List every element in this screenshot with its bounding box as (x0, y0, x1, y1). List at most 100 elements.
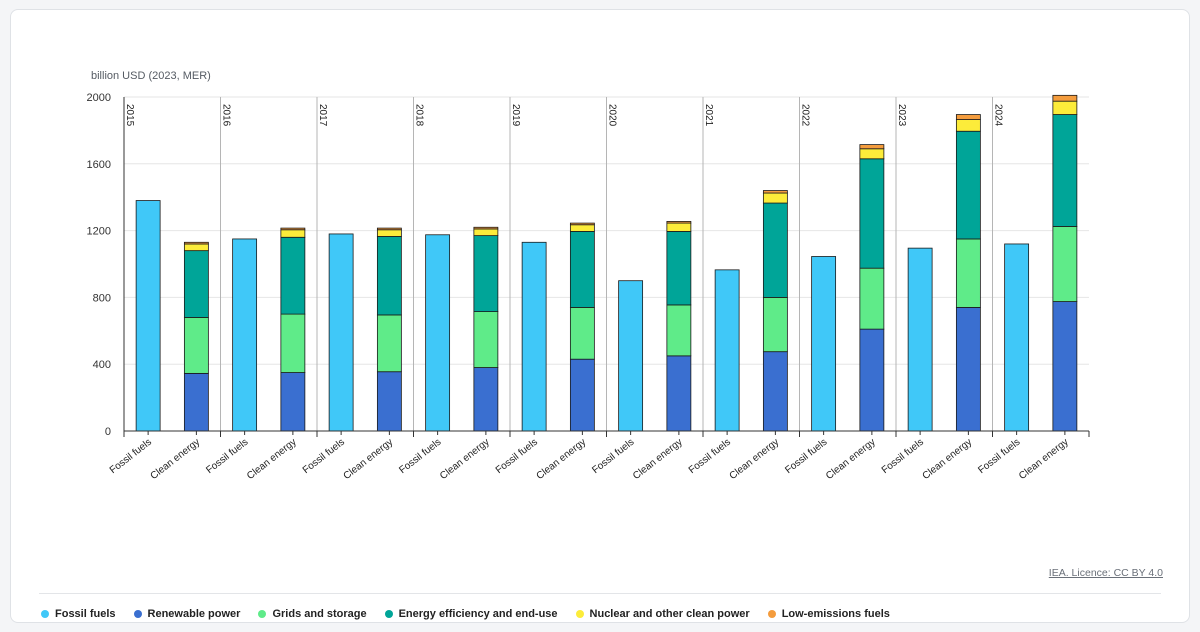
year-label: 2023 (896, 104, 907, 127)
legend-label: Nuclear and other clean power (589, 608, 750, 620)
bar-fossil-fuels[interactable] (425, 234, 451, 432)
bar-segment-renewable-power[interactable] (183, 372, 209, 432)
bar-segment-nuclear-and-other-clean-power[interactable] (280, 229, 306, 238)
bar-segment-low-emissions-fuels[interactable] (569, 222, 595, 226)
bar-segment-energy-efficiency-and-end-use[interactable] (183, 250, 209, 318)
legend-divider (39, 593, 1161, 594)
y-tick-label: 800 (93, 292, 111, 304)
x-tick-label: Clean energy (535, 437, 589, 482)
y-tick-label: 1200 (87, 226, 111, 238)
bar-fossil-fuels[interactable] (714, 269, 740, 432)
bar-segment-grids-and-storage[interactable] (376, 314, 402, 373)
x-tick-label: Clean energy (1017, 437, 1071, 482)
bar-segment-renewable-power[interactable] (569, 358, 595, 432)
bar-segment-low-emissions-fuels[interactable] (473, 226, 499, 230)
bar-segment-nuclear-and-other-clean-power[interactable] (666, 222, 692, 232)
y-axis-unit-label: billion USD (2023, MER) (91, 70, 211, 82)
bar-segment-nuclear-and-other-clean-power[interactable] (569, 224, 595, 232)
legend-item-energy-efficiency[interactable]: Energy efficiency and end-use (384, 608, 558, 620)
bar-segment-low-emissions-fuels[interactable] (280, 227, 306, 231)
bar-segment-energy-efficiency-and-end-use[interactable] (1052, 114, 1078, 227)
bar-segment-grids-and-storage[interactable] (1052, 226, 1078, 302)
bar-segment-renewable-power[interactable] (859, 328, 885, 432)
y-tick-label: 1600 (87, 159, 111, 171)
bar-segment-energy-efficiency-and-end-use[interactable] (859, 158, 885, 269)
x-tick-label: Clean energy (824, 437, 878, 482)
bar-segment-grids-and-storage[interactable] (569, 307, 595, 360)
x-tick-label: Clean energy (921, 437, 975, 482)
bar-segment-renewable-power[interactable] (955, 307, 981, 432)
bar-segment-renewable-power[interactable] (280, 372, 306, 432)
legend-label: Energy efficiency and end-use (398, 608, 558, 620)
bar-segment-grids-and-storage[interactable] (183, 317, 209, 374)
y-tick-label: 400 (93, 359, 111, 371)
legend-item-grids-storage[interactable]: Grids and storage (258, 608, 367, 620)
bar-segment-energy-efficiency-and-end-use[interactable] (280, 236, 306, 315)
bar-segment-grids-and-storage[interactable] (666, 304, 692, 357)
year-label: 2017 (317, 104, 328, 127)
bar-fossil-fuels[interactable] (907, 247, 933, 432)
bar-fossil-fuels[interactable] (811, 256, 837, 432)
bar-segment-grids-and-storage[interactable] (280, 313, 306, 373)
bar-segment-nuclear-and-other-clean-power[interactable] (473, 228, 499, 237)
bar-segment-low-emissions-fuels[interactable] (183, 241, 209, 245)
bar-segment-energy-efficiency-and-end-use[interactable] (666, 231, 692, 306)
bar-segment-energy-efficiency-and-end-use[interactable] (473, 235, 499, 312)
bar-segment-low-emissions-fuels[interactable] (762, 190, 788, 194)
bar-segment-energy-efficiency-and-end-use[interactable] (376, 236, 402, 316)
year-label: 2015 (124, 104, 135, 127)
legend-item-renewable-power[interactable]: Renewable power (133, 608, 240, 620)
licence-link[interactable]: IEA. Licence: CC BY 4.0 (1048, 567, 1163, 579)
legend-item-fossil-fuels[interactable]: Fossil fuels (41, 608, 116, 620)
bar-fossil-fuels[interactable] (618, 280, 644, 432)
legend-item-low-emissions-fuels[interactable]: Low-emissions fuels (767, 608, 890, 620)
bar-fossil-fuels[interactable] (232, 238, 258, 432)
bar-segment-grids-and-storage[interactable] (955, 238, 981, 308)
bar-segment-low-emissions-fuels[interactable] (666, 221, 692, 224)
bar-segment-renewable-power[interactable] (376, 371, 402, 432)
bar-fossil-fuels[interactable] (521, 241, 547, 432)
bar-segment-renewable-power[interactable] (473, 367, 499, 432)
bar-segment-low-emissions-fuels[interactable] (1052, 94, 1078, 102)
x-tick-label: Fossil fuels (494, 437, 540, 476)
bar-fossil-fuels[interactable] (328, 233, 354, 432)
bar-segment-energy-efficiency-and-end-use[interactable] (955, 130, 981, 240)
bar-segment-low-emissions-fuels[interactable] (376, 227, 402, 231)
bar-fossil-fuels[interactable] (1004, 243, 1030, 432)
bar-fossil-fuels[interactable] (135, 200, 161, 432)
year-label: 2022 (800, 104, 811, 127)
legend-swatch (384, 610, 393, 618)
legend-swatch (258, 610, 267, 618)
year-label: 2024 (993, 104, 1004, 127)
legend-item-nuclear[interactable]: Nuclear and other clean power (575, 608, 750, 620)
x-tick-label: Fossil fuels (397, 437, 443, 476)
bar-segment-low-emissions-fuels[interactable] (859, 144, 885, 150)
bar-segment-renewable-power[interactable] (666, 355, 692, 432)
bar-segment-renewable-power[interactable] (1052, 301, 1078, 432)
x-tick-label: Clean energy (342, 437, 396, 482)
legend-swatch (767, 610, 776, 618)
y-tick-label: 0 (105, 426, 111, 438)
year-label: 2020 (607, 104, 618, 127)
legend-label: Low-emissions fuels (781, 608, 890, 620)
bar-segment-energy-efficiency-and-end-use[interactable] (762, 202, 788, 298)
legend: Fossil fuels Renewable power Grids and s… (41, 608, 890, 620)
bar-segment-nuclear-and-other-clean-power[interactable] (1052, 100, 1078, 115)
x-tick-label: Clean energy (631, 437, 685, 482)
bar-segment-nuclear-and-other-clean-power[interactable] (762, 192, 788, 204)
bar-segment-low-emissions-fuels[interactable] (955, 114, 981, 120)
x-tick-label: Clean energy (728, 437, 782, 482)
bar-segment-grids-and-storage[interactable] (762, 296, 788, 353)
bar-segment-nuclear-and-other-clean-power[interactable] (183, 243, 209, 252)
bar-segment-nuclear-and-other-clean-power[interactable] (955, 119, 981, 132)
bar-segment-renewable-power[interactable] (762, 351, 788, 432)
bar-segment-nuclear-and-other-clean-power[interactable] (376, 229, 402, 237)
bar-segment-grids-and-storage[interactable] (859, 267, 885, 330)
bar-segment-grids-and-storage[interactable] (473, 311, 499, 368)
bar-segment-nuclear-and-other-clean-power[interactable] (859, 148, 885, 160)
year-label: 2016 (221, 104, 232, 127)
x-tick-label: Clean energy (149, 437, 203, 482)
x-tick-label: Fossil fuels (880, 437, 926, 476)
bar-segment-energy-efficiency-and-end-use[interactable] (569, 231, 595, 308)
x-tick-label: Fossil fuels (687, 437, 733, 476)
